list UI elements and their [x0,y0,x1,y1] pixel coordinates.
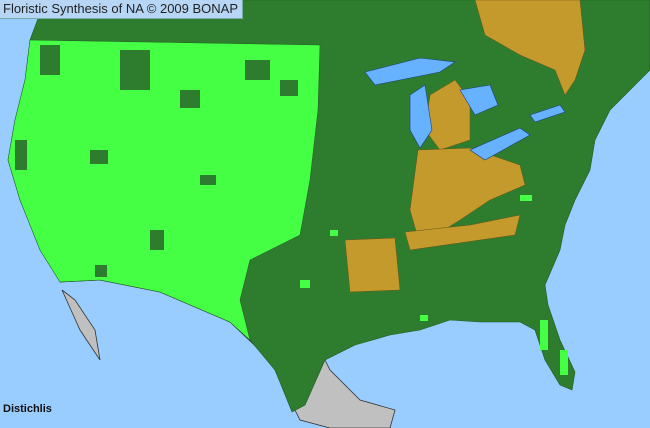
taxon-label: Distichlis [3,403,52,415]
region-bright-green [7,39,321,341]
great-lakes [364,57,566,161]
map-title: Floristic Synthesis of NA © 2009 BONAP [0,0,244,19]
tan-regions [344,0,586,293]
coastal-bright-green [300,195,568,375]
dark-green-patches [15,45,298,277]
